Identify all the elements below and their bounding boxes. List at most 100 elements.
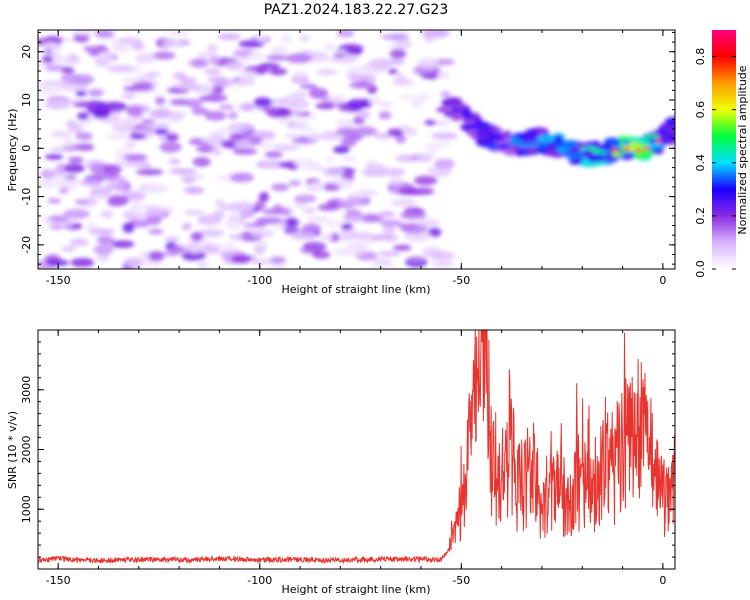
- signal-blob: [562, 140, 580, 149]
- noise-blob: [378, 111, 392, 120]
- noise-blob: [387, 128, 404, 137]
- noise-blob: [380, 210, 394, 218]
- noise-blob: [104, 133, 131, 140]
- noise-blob: [269, 46, 289, 56]
- noise-blob: [181, 222, 192, 231]
- spectrogram-frame: [37, 29, 676, 270]
- colorbar: 0.0 0.2 0.4 0.6 0.8 Normalized spectral ampl…: [694, 30, 749, 278]
- noise-blob: [262, 208, 290, 215]
- noise-blob: [390, 198, 418, 207]
- colorbar-label: Normalized spectral amplitude: [736, 65, 749, 234]
- noise-blob: [320, 233, 334, 241]
- noise-blob: [348, 72, 364, 83]
- noise-blob: [424, 120, 437, 126]
- noise-blob: [399, 211, 427, 220]
- noise-blob: [146, 215, 162, 226]
- noise-blob: [174, 83, 202, 91]
- noise-blob: [197, 260, 209, 269]
- noise-blob: [218, 33, 242, 41]
- noise-blob: [62, 136, 75, 148]
- noise-blob: [290, 231, 317, 240]
- colorbar-gradient: [712, 30, 736, 269]
- noise-blob: [253, 97, 273, 108]
- noise-blob: [50, 131, 71, 137]
- noise-blob: [413, 175, 438, 186]
- noise-blob: [124, 154, 146, 162]
- noise-blob: [188, 243, 202, 254]
- noise-blob: [356, 109, 371, 119]
- noise-blob: [414, 64, 441, 73]
- noise-blob: [75, 143, 95, 151]
- noise-blob: [430, 261, 455, 267]
- noise-blob: [183, 209, 205, 216]
- noise-blob: [424, 34, 436, 43]
- noise-blob: [166, 111, 184, 122]
- signal-blob: [455, 103, 466, 112]
- noise-blob: [126, 106, 143, 117]
- noise-blob: [118, 37, 142, 44]
- noise-blob: [429, 251, 455, 261]
- noise-blob: [47, 198, 62, 204]
- noise-blob: [190, 58, 209, 68]
- noise-blob: [417, 57, 439, 68]
- noise-blob: [122, 222, 135, 233]
- noise-blob: [350, 134, 364, 141]
- signal-blob: [536, 134, 556, 143]
- noise-blob: [66, 120, 77, 128]
- noise-blob: [342, 212, 366, 223]
- noise-blob: [146, 71, 161, 77]
- y-tick-label: 2000: [20, 436, 33, 464]
- signal-blob: [621, 139, 632, 146]
- colorbar-tick-label: 0.4: [694, 154, 707, 172]
- noise-blob: [378, 251, 401, 257]
- noise-blob: [178, 77, 198, 84]
- signal-blob: [581, 149, 594, 158]
- noise-blob: [322, 167, 345, 177]
- noise-blob: [352, 232, 374, 239]
- signal-peak: [623, 146, 630, 151]
- noise-blob: [264, 150, 283, 159]
- noise-blob: [122, 210, 137, 220]
- signal-blob: [507, 136, 521, 146]
- snr-series-line: [38, 330, 675, 565]
- noise-blob: [416, 93, 431, 102]
- noise-blob: [204, 110, 227, 121]
- noise-blob: [342, 155, 357, 162]
- spectrogram-y-ticks: -20 -10 0 10 20: [20, 31, 675, 265]
- noise-blob: [381, 34, 408, 40]
- noise-blob: [302, 223, 321, 234]
- signal-blob: [665, 134, 675, 143]
- snr-frame: [37, 329, 676, 570]
- signal-blob: [502, 130, 512, 137]
- noise-blob: [311, 250, 331, 259]
- noise-blob: [111, 122, 136, 134]
- signal-peak: [635, 148, 642, 153]
- noise-blob: [77, 112, 90, 121]
- noise-blob: [103, 164, 122, 175]
- signal-blob: [632, 150, 651, 160]
- noise-blob: [90, 186, 112, 197]
- noise-blob: [424, 142, 453, 149]
- signal-blob: [527, 146, 537, 155]
- snr-panel: -150 -100 -50 0 1000 2000 3000 Height of stra…: [6, 329, 676, 596]
- noise-blob: [281, 33, 292, 45]
- noise-blob: [368, 58, 393, 70]
- noise-blob: [228, 201, 255, 213]
- spectrogram-y-axis-label: Frequency (Hz): [6, 109, 19, 192]
- noise-blob: [337, 199, 366, 207]
- noise-blob: [227, 111, 238, 120]
- noise-blob: [202, 244, 221, 254]
- noise-blob: [217, 242, 238, 252]
- noise-blob: [251, 130, 275, 139]
- noise-blob: [231, 254, 252, 264]
- noise-blob: [196, 228, 225, 238]
- noise-blob: [374, 132, 393, 140]
- noise-blob: [134, 52, 156, 64]
- noise-blob: [285, 53, 312, 64]
- noise-blob: [277, 116, 298, 124]
- noise-blob: [237, 70, 258, 81]
- signal-blob: [568, 158, 586, 165]
- noise-blob: [147, 228, 164, 235]
- noise-blob: [398, 94, 421, 100]
- noise-blob: [289, 110, 306, 116]
